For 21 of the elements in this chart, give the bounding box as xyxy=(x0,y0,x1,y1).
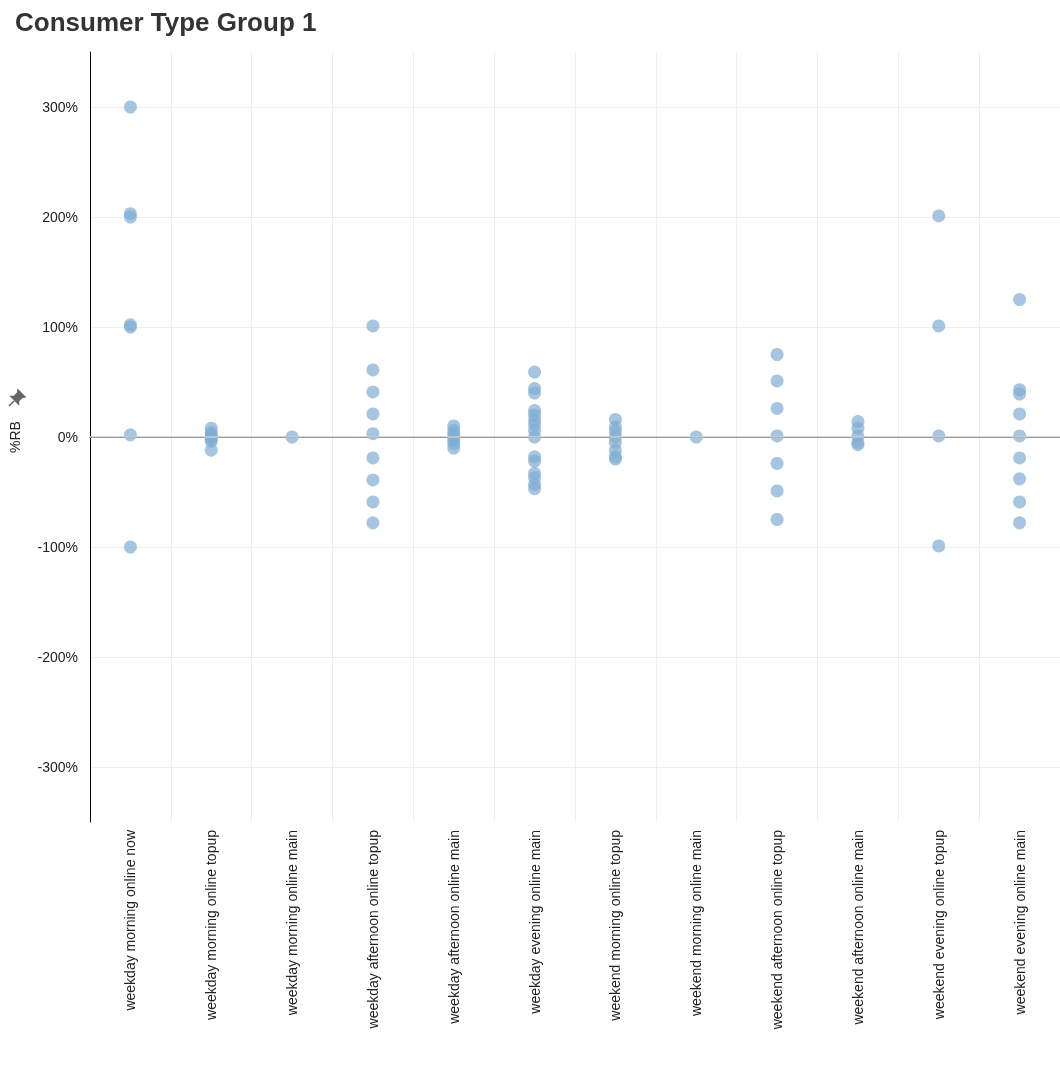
y-tick-label: 300% xyxy=(42,99,78,115)
y-tick-label: -200% xyxy=(37,649,78,665)
y-tick-label: 200% xyxy=(42,209,78,225)
x-tick-label: weekend evening online topup xyxy=(930,829,947,1021)
y-tick-label: 0% xyxy=(57,429,78,445)
y-axis-title: %RB xyxy=(7,421,23,453)
x-tick-label: weekend morning online topup xyxy=(607,829,624,1022)
x-tick-label: weekday evening online main xyxy=(526,830,543,1015)
x-tick-label: weekend afternoon online topup xyxy=(769,829,786,1031)
chart-title: Consumer Type Group 1 xyxy=(15,7,317,37)
y-tick-label: 100% xyxy=(42,319,78,335)
x-tick-label: weekend afternoon online main xyxy=(849,830,866,1026)
x-tick-label: weekend evening online main xyxy=(1011,830,1028,1016)
x-tick-label: weekday afternoon online topup xyxy=(364,829,381,1030)
x-tick-label: weekday morning online main xyxy=(284,830,301,1017)
x-tick-label: weekday afternoon online main xyxy=(445,830,462,1025)
y-tick-label: -300% xyxy=(37,759,78,775)
x-tick-label: weekday morning online now xyxy=(122,829,139,1012)
x-tick-label: weekday morning online topup xyxy=(203,829,220,1021)
y-tick-label: -100% xyxy=(37,539,78,555)
x-tick-label: weekend morning online main xyxy=(688,830,705,1017)
